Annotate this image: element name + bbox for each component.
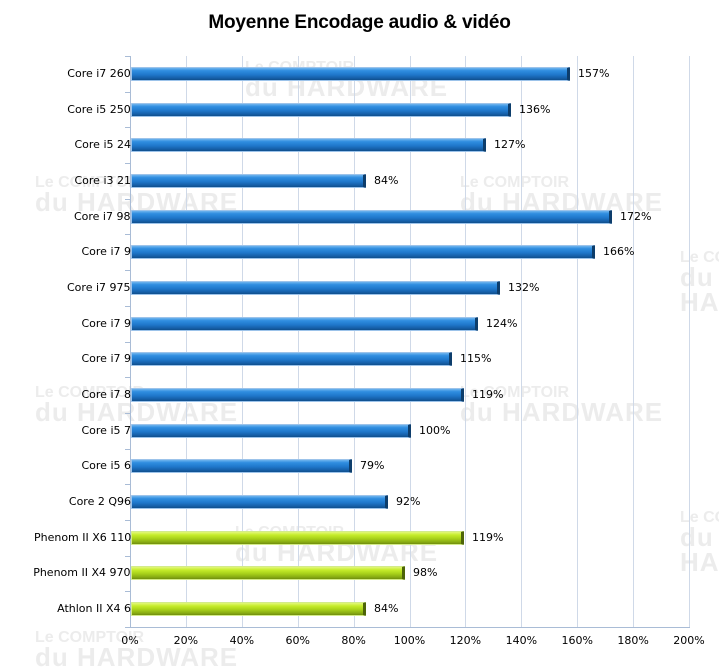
gridline <box>185 56 187 627</box>
bar <box>131 602 366 616</box>
gridline <box>633 56 635 627</box>
gridline <box>241 56 243 627</box>
y-tick <box>125 413 130 414</box>
value-label: 84% <box>374 602 399 615</box>
category-label: Core i7 930 <box>81 352 145 365</box>
y-tick <box>125 556 130 557</box>
y-tick <box>125 449 130 450</box>
bar <box>131 531 464 545</box>
gridline <box>577 56 579 627</box>
bar <box>131 245 595 259</box>
y-tick <box>125 234 130 235</box>
y-tick <box>125 591 130 592</box>
gridline <box>297 56 299 627</box>
y-tick <box>125 92 130 93</box>
y-tick <box>125 163 130 164</box>
bar <box>131 317 478 331</box>
category-label: Core i3 2100 <box>74 174 145 187</box>
value-label: 84% <box>374 174 399 187</box>
value-label: 132% <box>508 281 540 294</box>
category-label: Core i7 960 <box>81 317 145 330</box>
value-label: 166% <box>603 245 635 258</box>
value-label: 115% <box>460 352 492 365</box>
category-label: Core i7 870 <box>81 388 145 401</box>
value-label: 119% <box>472 388 504 401</box>
bar <box>131 566 405 580</box>
bar <box>131 424 411 438</box>
value-label: 124% <box>486 317 518 330</box>
gridline <box>409 56 411 627</box>
x-tick-label: 20% <box>173 634 199 647</box>
category-label: Core i5 2500K <box>67 103 145 116</box>
bar <box>131 352 452 366</box>
x-tick-label: 200% <box>673 634 705 647</box>
value-label: 79% <box>360 459 385 472</box>
category-label: Phenom II X6 1100T <box>33 531 145 544</box>
value-label: 119% <box>472 531 504 544</box>
value-label: 92% <box>396 495 421 508</box>
category-label: Core i5 760 <box>81 424 145 437</box>
y-tick <box>125 377 130 378</box>
gridline <box>689 56 690 627</box>
category-label: Core i5 661 <box>81 459 145 472</box>
value-label: 136% <box>519 103 551 116</box>
category-label: Core i7 970 <box>81 245 145 258</box>
x-tick-label: 120% <box>449 634 482 647</box>
bar <box>131 495 388 509</box>
x-tick-label: 100% <box>393 634 426 647</box>
category-label: Athlon II X4 645 <box>57 602 145 615</box>
x-tick-label: 140% <box>505 634 538 647</box>
category-label: Core i7 2600K <box>67 67 145 80</box>
category-label: Core i7 975XE <box>67 281 145 294</box>
y-tick <box>125 520 130 521</box>
category-label: Core 2 Q9650 <box>68 495 145 508</box>
category-label: Phenom II X4 970BE <box>33 566 145 579</box>
x-tick-label: 60% <box>285 634 310 647</box>
value-label: 100% <box>419 424 451 437</box>
y-tick <box>125 199 130 200</box>
x-tick-label: 40% <box>229 634 255 647</box>
value-label: 172% <box>620 210 652 223</box>
x-tick-label: 80% <box>341 634 366 647</box>
bar <box>131 459 352 473</box>
plot-area <box>130 56 690 627</box>
category-label: Core i5 2400 <box>74 138 145 151</box>
gridline <box>353 56 355 627</box>
x-tick-label: 160% <box>561 634 593 647</box>
y-tick <box>125 627 130 628</box>
gridline <box>521 56 523 627</box>
category-label: Core i7 980X <box>73 210 145 223</box>
x-tick-label: 180% <box>617 634 649 647</box>
value-label: 98% <box>413 566 438 579</box>
bar <box>131 67 570 81</box>
y-tick <box>125 306 130 307</box>
y-axis-line <box>130 56 131 628</box>
bar <box>131 388 464 402</box>
x-axis-line <box>130 627 690 628</box>
value-label: 127% <box>494 138 526 151</box>
x-tick-label: 0% <box>121 634 139 647</box>
bar <box>131 138 486 152</box>
bar <box>131 174 366 188</box>
y-tick <box>125 270 130 271</box>
gridline <box>465 56 467 627</box>
chart-title: Moyenne Encodage audio & vidéo <box>208 12 511 33</box>
y-tick <box>125 127 130 128</box>
bar <box>131 210 612 224</box>
y-tick <box>125 56 130 57</box>
y-tick <box>125 342 130 343</box>
value-label: 157% <box>578 67 610 80</box>
bar <box>131 281 500 295</box>
y-tick <box>125 484 130 485</box>
bar <box>131 103 511 117</box>
